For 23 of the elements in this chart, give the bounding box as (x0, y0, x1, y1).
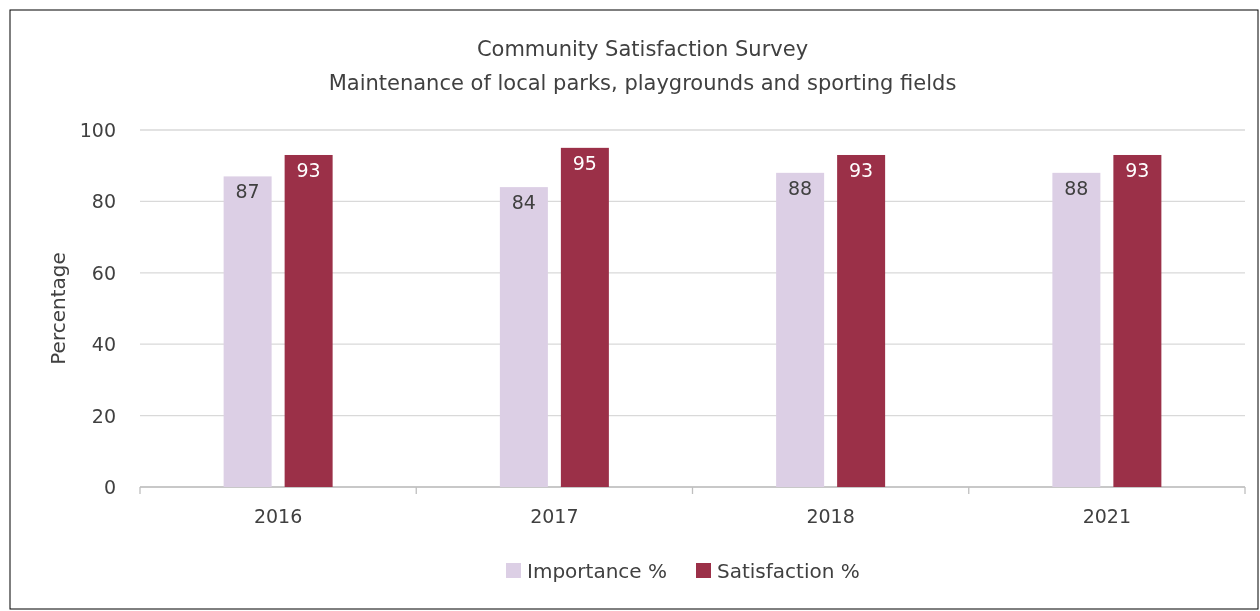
x-tick-label: 2017 (530, 505, 579, 527)
data-label: 93 (1125, 158, 1150, 181)
x-tick-label: 2021 (1082, 505, 1132, 527)
y-tick-label: 40 (91, 333, 116, 356)
legend-label: Importance % (527, 559, 667, 583)
x-tick-label: 2016 (253, 505, 303, 527)
data-label: 93 (296, 158, 321, 181)
chart-subtitle: Maintenance of local parks, playgrounds and sporting fields (328, 71, 957, 95)
x-tick-label: 2018 (806, 505, 855, 527)
y-tick-label: 60 (91, 261, 116, 284)
y-tick-label: 20 (91, 404, 116, 427)
chart-title: Community Satisfaction Survey (476, 37, 809, 61)
y-tick-label: 100 (79, 119, 116, 141)
data-label: 88 (788, 176, 813, 199)
data-label: 95 (572, 151, 597, 174)
data-label: 93 (849, 158, 874, 181)
data-label: 88 (1064, 176, 1089, 199)
data-label: 87 (235, 180, 260, 203)
y-tick-label: 0 (103, 476, 116, 498)
y-tick-label: 80 (91, 190, 116, 213)
y-axis-title: Percentage (46, 252, 70, 365)
legend-label: Satisfaction % (717, 559, 860, 583)
data-label: 84 (511, 191, 536, 214)
